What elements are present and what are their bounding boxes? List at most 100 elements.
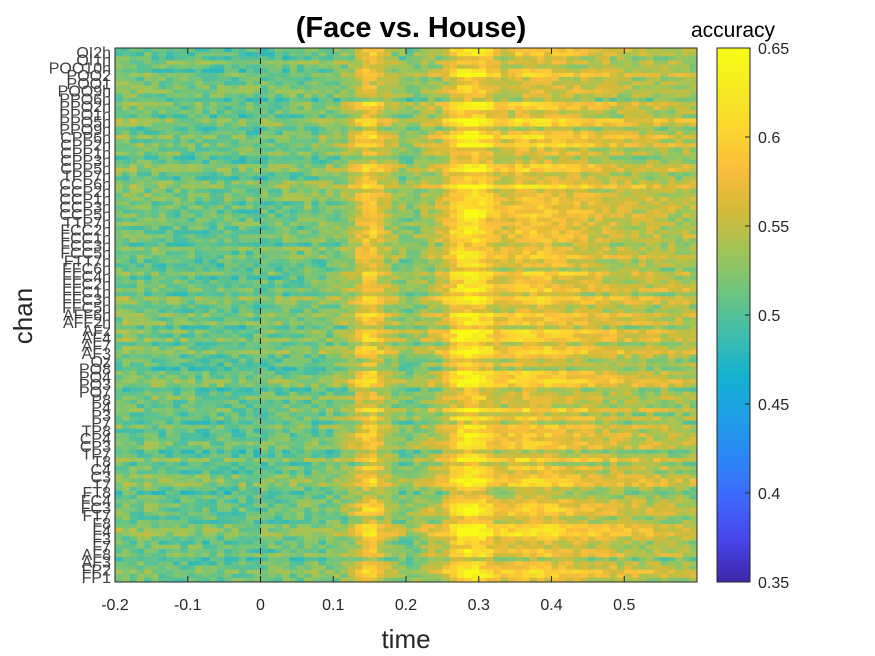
heatmap-cell: [159, 238, 167, 243]
heatmap-cell: [202, 110, 210, 115]
heatmap-cell: [588, 147, 596, 152]
heatmap-cell: [210, 205, 218, 210]
heatmap-cell: [522, 284, 530, 289]
heatmap-cell: [515, 172, 523, 177]
heatmap-cell: [159, 73, 167, 78]
heatmap-cell: [239, 143, 247, 148]
heatmap-cell: [617, 160, 625, 165]
heatmap-cell: [602, 193, 610, 198]
heatmap-cell: [370, 218, 378, 223]
heatmap-cell: [217, 209, 225, 214]
heatmap-cell: [399, 102, 407, 107]
heatmap-cell: [115, 110, 123, 115]
heatmap-cell: [377, 69, 385, 74]
heatmap-cell: [581, 151, 589, 156]
heatmap-cell: [319, 251, 327, 256]
heatmap-cell: [421, 60, 429, 65]
heatmap-cell: [144, 118, 152, 123]
heatmap-cell: [239, 230, 247, 235]
heatmap-cell: [515, 193, 523, 198]
heatmap-cell: [421, 164, 429, 169]
heatmap-cell: [137, 98, 145, 103]
heatmap-cell: [464, 89, 472, 94]
heatmap-cell: [239, 131, 247, 136]
heatmap-cell: [624, 267, 632, 272]
heatmap-cell: [617, 147, 625, 152]
heatmap-cell: [668, 222, 676, 227]
heatmap-cell: [690, 123, 698, 128]
heatmap-cell: [195, 85, 203, 90]
heatmap-cell: [144, 280, 152, 285]
heatmap-cell: [690, 280, 698, 285]
heatmap-cell: [115, 151, 123, 156]
heatmap-cell: [464, 226, 472, 231]
heatmap-cell: [566, 65, 574, 70]
heatmap-cell: [188, 160, 196, 165]
heatmap-cell: [239, 234, 247, 239]
heatmap-cell: [261, 85, 269, 90]
heatmap-cell: [202, 193, 210, 198]
heatmap-cell: [355, 263, 363, 268]
heatmap-cell: [624, 139, 632, 144]
heatmap-cell: [675, 69, 683, 74]
heatmap-cell: [304, 102, 312, 107]
heatmap-cell: [522, 205, 530, 210]
heatmap-cell: [668, 272, 676, 277]
heatmap-cell: [690, 263, 698, 268]
heatmap-cell: [333, 110, 341, 115]
heatmap-cell: [122, 288, 130, 293]
heatmap-cell: [486, 292, 494, 297]
heatmap-cell: [406, 263, 414, 268]
heatmap-cell: [341, 85, 349, 90]
heatmap-cell: [202, 280, 210, 285]
heatmap-cell: [282, 226, 290, 231]
heatmap-cell: [159, 276, 167, 281]
heatmap-cell: [493, 147, 501, 152]
heatmap-cell: [282, 193, 290, 198]
heatmap-cell: [428, 139, 436, 144]
heatmap-cell: [246, 114, 254, 119]
heatmap-cell: [231, 214, 239, 219]
heatmap-cell: [239, 296, 247, 301]
heatmap-cell: [377, 180, 385, 185]
heatmap-cell: [130, 118, 138, 123]
heatmap-cell: [275, 247, 283, 252]
heatmap-cell: [632, 292, 640, 297]
heatmap-cell: [282, 296, 290, 301]
heatmap-cell: [661, 255, 669, 260]
heatmap-cell: [202, 276, 210, 281]
heatmap-cell: [486, 272, 494, 277]
heatmap-cell: [428, 243, 436, 248]
heatmap-cell: [231, 305, 239, 310]
heatmap-cell: [632, 60, 640, 65]
heatmap-cell: [442, 98, 450, 103]
heatmap-cell: [479, 139, 487, 144]
heatmap-cell: [530, 52, 538, 57]
heatmap-cell: [304, 147, 312, 152]
heatmap-cell: [370, 160, 378, 165]
heatmap-cell: [253, 102, 261, 107]
heatmap-cell: [690, 272, 698, 277]
heatmap-cell: [646, 230, 654, 235]
heatmap-cell: [493, 234, 501, 239]
heatmap-cell: [144, 131, 152, 136]
heatmap-cell: [231, 234, 239, 239]
heatmap-cell: [566, 288, 574, 293]
heatmap-cell: [573, 52, 581, 57]
heatmap-cell: [319, 288, 327, 293]
heatmap-cell: [646, 247, 654, 252]
heatmap-cell: [617, 48, 625, 53]
heatmap-cell: [311, 65, 319, 70]
heatmap-cell: [195, 143, 203, 148]
heatmap-cell: [675, 209, 683, 214]
heatmap-cell: [471, 94, 479, 99]
heatmap-cell: [552, 272, 560, 277]
heatmap-cell: [486, 52, 494, 57]
heatmap-cell: [552, 205, 560, 210]
heatmap-cell: [435, 263, 443, 268]
heatmap-cell: [581, 60, 589, 65]
heatmap-cell: [137, 48, 145, 53]
heatmap-cell: [617, 123, 625, 128]
heatmap-cell: [493, 168, 501, 173]
heatmap-cell: [224, 123, 232, 128]
